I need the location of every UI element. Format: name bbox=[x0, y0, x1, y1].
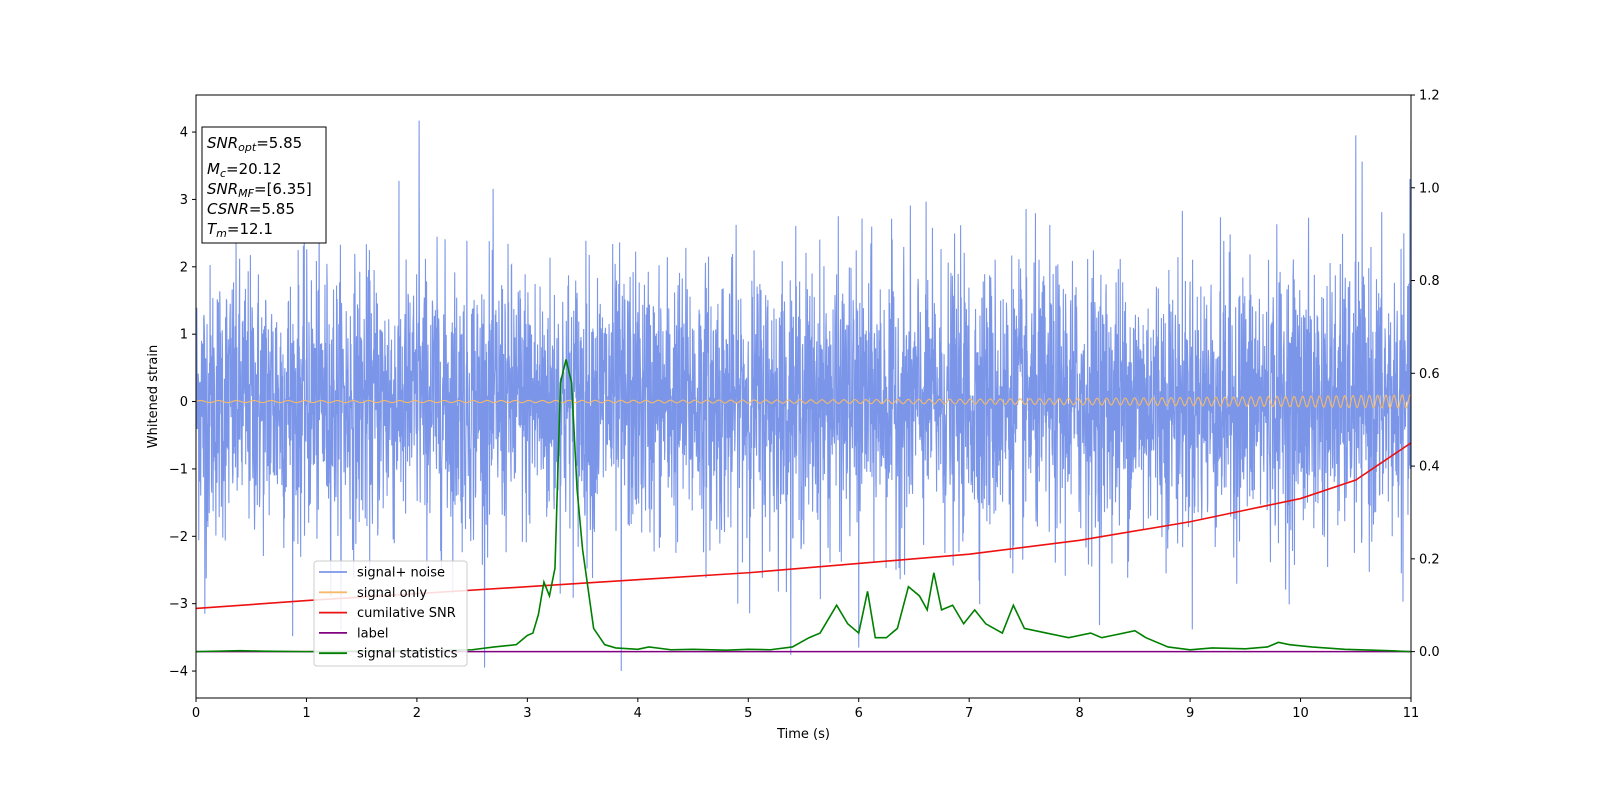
bottom-tick-label: 6 bbox=[855, 706, 863, 721]
annotation-line: CSNR=5.85 bbox=[207, 200, 295, 218]
series-signal-statistics-line bbox=[196, 359, 1411, 653]
left-tick-label: 3 bbox=[180, 193, 188, 208]
annotation-line: SNRopt=5.85 bbox=[207, 134, 302, 154]
legend-label: signal only bbox=[357, 586, 427, 601]
right-tick-label: 0.0 bbox=[1419, 645, 1440, 660]
legend-label: cumilative SNR bbox=[357, 606, 456, 621]
right-tick-label: 0.4 bbox=[1419, 460, 1440, 475]
bottom-tick-label: 2 bbox=[413, 706, 421, 721]
y-axis-label: Whitened strain bbox=[146, 345, 161, 448]
right-tick-label: 1.0 bbox=[1419, 181, 1440, 196]
x-axis-label: Time (s) bbox=[776, 727, 830, 742]
bottom-tick-label: 4 bbox=[634, 706, 642, 721]
left-tick-label: 1 bbox=[180, 328, 188, 343]
legend-label: signal statistics bbox=[357, 647, 458, 662]
legend-label: signal+ noise bbox=[357, 566, 445, 581]
left-tick-label: −3 bbox=[169, 597, 188, 612]
right-axis: 0.0 0.2 0.4 0.6 0.8 1.0 1.2 bbox=[1411, 89, 1440, 660]
bottom-tick-label: 7 bbox=[965, 706, 973, 721]
bottom-tick-label: 0 bbox=[192, 706, 200, 721]
legend-frame bbox=[313, 560, 468, 667]
left-tick-label: 2 bbox=[180, 260, 188, 275]
bottom-tick-label: 3 bbox=[523, 706, 531, 721]
legend-label: label bbox=[357, 626, 388, 641]
right-tick-label: 0.8 bbox=[1419, 274, 1440, 289]
annotation-box: SNRopt=5.85 Mc=20.12SNRMF=[6.35]CSNR=5.85… bbox=[201, 126, 327, 244]
left-tick-label: −4 bbox=[169, 665, 188, 680]
bottom-tick-label: 5 bbox=[744, 706, 752, 721]
axes-frame bbox=[195, 94, 1412, 699]
annotation-line: Tm=12.1 bbox=[207, 220, 273, 240]
series-signal-noise-line bbox=[196, 120, 1411, 672]
legend: signal+ noise signal only cumilative SNR la… bbox=[313, 560, 468, 667]
bottom-tick-label: 11 bbox=[1403, 706, 1420, 721]
annotation-line: SNRMF=[6.35] bbox=[207, 180, 312, 200]
bottom-axis: 0 1 2 3 4 5 6 7 8 9 10 11 bbox=[192, 698, 1419, 721]
annotation-box-frame bbox=[201, 126, 327, 244]
bottom-tick-label: 8 bbox=[1075, 706, 1083, 721]
left-tick-label: −1 bbox=[169, 462, 188, 477]
right-tick-label: 0.6 bbox=[1419, 367, 1440, 382]
left-tick-label: 0 bbox=[180, 395, 188, 410]
right-tick-label: 1.2 bbox=[1419, 89, 1440, 104]
left-tick-label: 4 bbox=[180, 126, 188, 141]
bottom-tick-label: 10 bbox=[1292, 706, 1309, 721]
annotation-line: Mc=20.12 bbox=[207, 160, 282, 180]
series-signal-only-line bbox=[196, 394, 1411, 409]
left-tick-label: −2 bbox=[169, 530, 188, 545]
bottom-tick-label: 9 bbox=[1186, 706, 1194, 721]
right-tick-label: 0.2 bbox=[1419, 552, 1440, 567]
bottom-tick-label: 1 bbox=[302, 706, 310, 721]
left-axis: −4 −3 −2 −1 0 1 2 3 4 bbox=[169, 126, 196, 680]
